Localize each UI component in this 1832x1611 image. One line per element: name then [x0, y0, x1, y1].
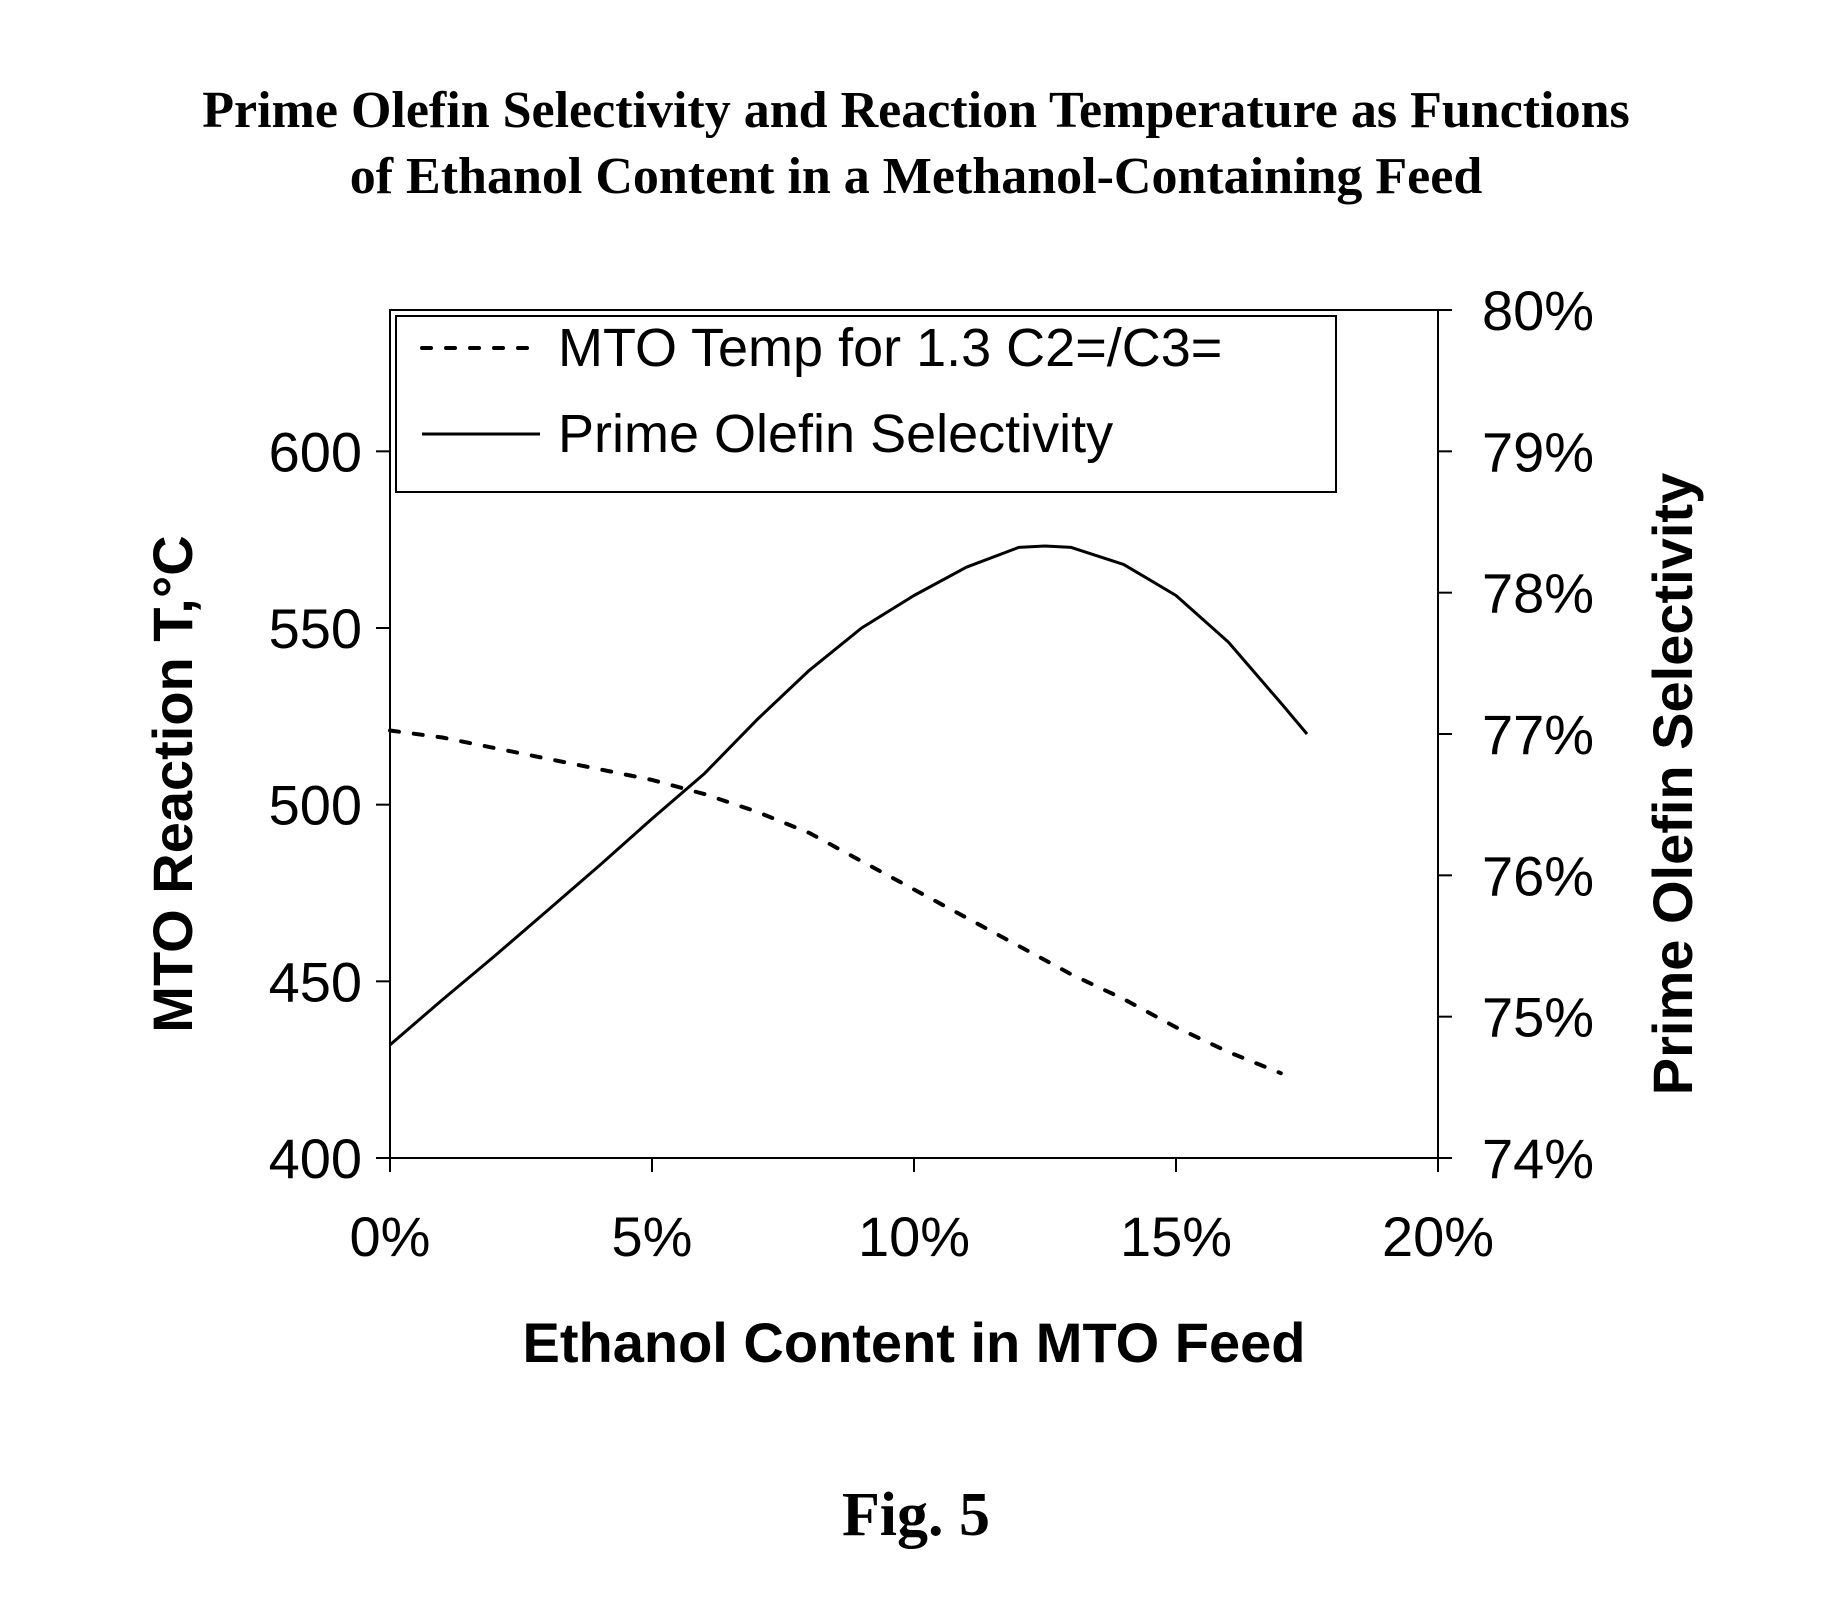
y-right-tick-label: 78% — [1482, 562, 1594, 625]
series-line-prime-olefin-selectivity — [390, 546, 1307, 1045]
y-left-tick-label: 600 — [269, 420, 362, 483]
x-tick-label: 10% — [858, 1205, 970, 1268]
chart: 0% 5% 10% 15% 20% 400 450 500 550 600 74% 75% 76% 77%… — [0, 0, 1832, 1611]
y-right-tick-label: 80% — [1482, 279, 1594, 342]
y-right-tick-label: 79% — [1482, 420, 1594, 483]
y-right-tick-label: 77% — [1482, 703, 1594, 766]
x-tick-label: 0% — [350, 1205, 431, 1268]
y-right-tick-label: 76% — [1482, 844, 1594, 907]
x-tick-label: 20% — [1382, 1205, 1494, 1268]
y-right-tick-label: 74% — [1482, 1127, 1594, 1190]
series-lines — [390, 546, 1307, 1073]
y-right-tick-label: 75% — [1482, 986, 1594, 1049]
series-line-mto-temp — [390, 731, 1281, 1074]
x-axis-title: Ethanol Content in MTO Feed — [523, 1311, 1306, 1374]
y-left-tick-label: 550 — [269, 597, 362, 660]
legend-entry-label: MTO Temp for 1.3 C2=/C3= — [558, 318, 1222, 378]
y-left-tick-label: 450 — [269, 950, 362, 1013]
figure-caption: Fig. 5 — [0, 1480, 1832, 1551]
y-left-axis-title: MTO Reaction T,°C — [141, 535, 204, 1032]
x-tick-label: 15% — [1120, 1205, 1232, 1268]
y-right-axis-title: Prime Olefin Selectivity — [1641, 473, 1704, 1095]
x-tick-label: 5% — [612, 1205, 693, 1268]
legend: MTO Temp for 1.3 C2=/C3= Prime Olefin Sel… — [396, 316, 1336, 492]
y-left-tick-label: 400 — [269, 1127, 362, 1190]
y-left-tick-label: 500 — [269, 774, 362, 837]
legend-entry-label: Prime Olefin Selectivity — [558, 404, 1113, 464]
